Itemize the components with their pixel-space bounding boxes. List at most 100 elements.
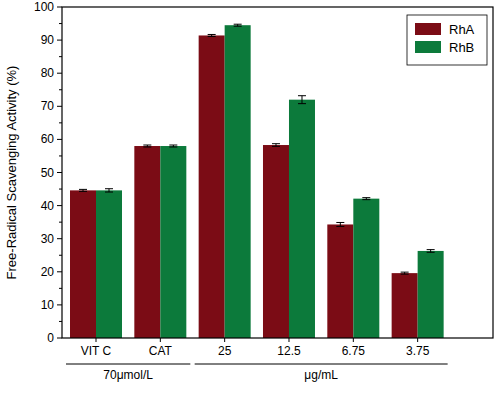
error-cap bbox=[362, 199, 370, 200]
legend-box bbox=[407, 15, 487, 65]
bar bbox=[70, 190, 96, 338]
legend-label: RhB bbox=[449, 40, 474, 55]
bars bbox=[70, 24, 444, 338]
x-tick-label: 12.5 bbox=[277, 344, 301, 358]
y-minor-tick bbox=[59, 189, 62, 190]
y-tick-label: 40 bbox=[41, 199, 55, 213]
legend-swatch bbox=[415, 23, 441, 35]
error-bar bbox=[362, 198, 370, 200]
bar bbox=[353, 199, 379, 338]
error-cap bbox=[427, 252, 435, 253]
y-tick bbox=[57, 238, 62, 239]
error-stem bbox=[301, 96, 302, 104]
y-tick-label: 80 bbox=[41, 66, 55, 80]
y-tick bbox=[57, 172, 62, 173]
error-cap bbox=[143, 145, 151, 146]
error-cap bbox=[143, 147, 151, 148]
error-bar bbox=[79, 189, 87, 191]
group-line bbox=[66, 364, 190, 365]
y-tick-label: 50 bbox=[41, 166, 55, 180]
error-bar bbox=[208, 34, 216, 36]
bar bbox=[199, 35, 225, 338]
y-minor-tick bbox=[59, 255, 62, 256]
error-cap bbox=[105, 192, 113, 193]
y-minor-tick bbox=[59, 321, 62, 322]
error-cap bbox=[169, 147, 177, 148]
plot-frame bbox=[62, 7, 493, 338]
error-cap bbox=[336, 222, 344, 223]
y-axis-label: Free-Radical Scavenging Activity (%) bbox=[4, 66, 19, 280]
error-cap bbox=[234, 24, 242, 25]
x-tick-label: 3.75 bbox=[406, 344, 430, 358]
error-bar bbox=[272, 144, 280, 147]
y-minor-tick bbox=[59, 89, 62, 90]
error-stem bbox=[340, 222, 341, 226]
error-cap bbox=[208, 36, 216, 37]
bar bbox=[263, 145, 289, 338]
error-cap bbox=[272, 143, 280, 144]
group-label: μg/mL bbox=[304, 368, 338, 382]
y-tick bbox=[57, 7, 62, 8]
bar bbox=[96, 190, 122, 338]
x-tick bbox=[160, 338, 161, 342]
x-tick bbox=[288, 338, 289, 342]
group-line bbox=[195, 364, 448, 365]
y-minor-tick bbox=[59, 23, 62, 24]
error-bar bbox=[105, 189, 113, 192]
y-tick bbox=[57, 73, 62, 74]
y-minor-tick bbox=[59, 56, 62, 57]
error-bar bbox=[427, 250, 435, 253]
y-tick bbox=[57, 205, 62, 206]
y-minor-tick bbox=[59, 222, 62, 223]
error-cap bbox=[79, 189, 87, 190]
y-tick-label: 90 bbox=[41, 33, 55, 47]
y-minor-tick bbox=[59, 122, 62, 123]
bar bbox=[289, 100, 315, 338]
error-bar bbox=[169, 145, 177, 147]
bar bbox=[418, 251, 444, 338]
error-cap bbox=[401, 274, 409, 275]
y-tick bbox=[57, 106, 62, 107]
error-cap bbox=[234, 26, 242, 27]
legend-label: RhA bbox=[449, 22, 475, 37]
error-cap bbox=[169, 145, 177, 146]
x-tick bbox=[96, 338, 97, 342]
bar bbox=[134, 146, 160, 338]
y-minor-tick bbox=[59, 288, 62, 289]
y-tick-label: 100 bbox=[34, 0, 54, 14]
error-cap bbox=[298, 103, 306, 104]
y-tick bbox=[57, 271, 62, 272]
y-tick-label: 0 bbox=[47, 331, 54, 345]
y-tick bbox=[57, 139, 62, 140]
error-cap bbox=[362, 197, 370, 198]
y-tick-label: 70 bbox=[41, 99, 55, 113]
error-cap bbox=[105, 188, 113, 189]
y-tick-label: 20 bbox=[41, 265, 55, 279]
y-minor-tick bbox=[59, 155, 62, 156]
y-tick bbox=[57, 304, 62, 305]
chart: 0 10 20 30 40 50 60 70 80 90 100 Free-Radical Scave… bbox=[0, 0, 500, 401]
error-cap bbox=[272, 146, 280, 147]
error-cap bbox=[208, 34, 216, 35]
x-tick-label: 25 bbox=[218, 344, 232, 358]
bar bbox=[225, 25, 251, 338]
error-bar bbox=[401, 272, 409, 274]
x-tick-label: 6.75 bbox=[342, 344, 366, 358]
y-tick-label: 60 bbox=[41, 132, 55, 146]
legend-swatch bbox=[415, 41, 441, 53]
error-cap bbox=[336, 226, 344, 227]
error-bar bbox=[143, 145, 151, 147]
x-tick-label: VIT C bbox=[81, 344, 112, 358]
group-label: 70μmol/L bbox=[103, 368, 153, 382]
error-bar bbox=[234, 24, 242, 26]
error-cap bbox=[298, 95, 306, 96]
bar bbox=[160, 146, 186, 338]
legend: RhA RhB bbox=[407, 15, 487, 65]
error-bar bbox=[298, 96, 306, 104]
x-tick bbox=[224, 338, 225, 342]
y-tick-label: 10 bbox=[41, 298, 55, 312]
bar bbox=[392, 273, 418, 338]
error-cap bbox=[79, 191, 87, 192]
error-cap bbox=[401, 272, 409, 273]
y-tick-label: 30 bbox=[41, 232, 55, 246]
